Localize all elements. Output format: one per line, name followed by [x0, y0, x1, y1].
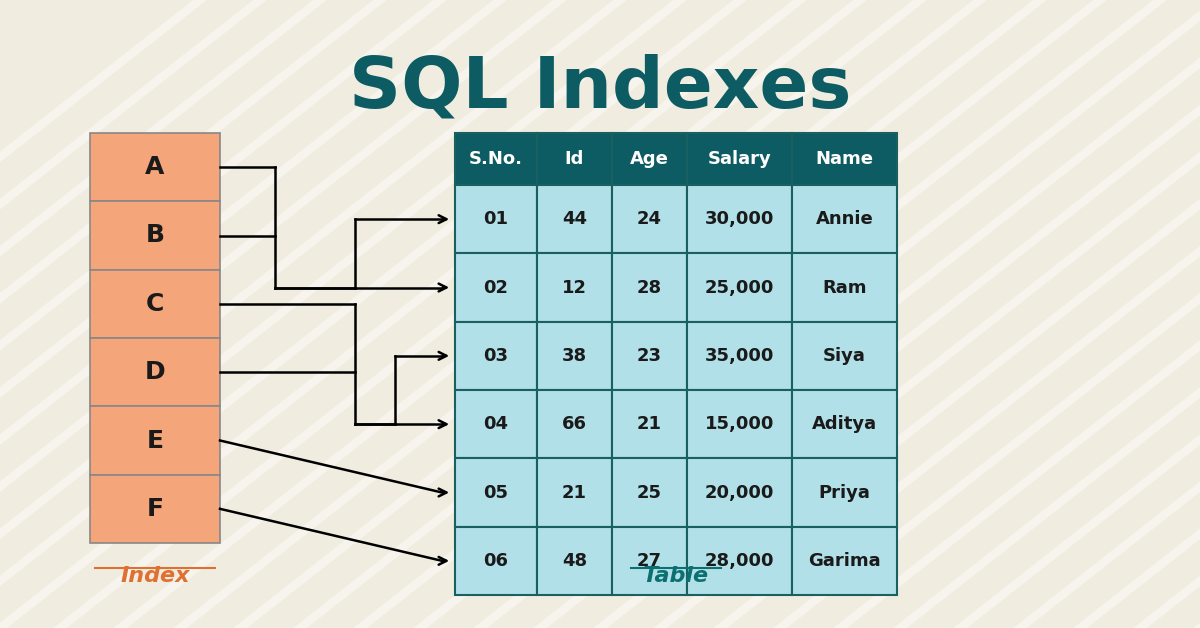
- FancyBboxPatch shape: [792, 133, 898, 185]
- FancyBboxPatch shape: [538, 527, 612, 595]
- Text: Table: Table: [643, 566, 709, 586]
- Text: 05: 05: [484, 484, 509, 502]
- FancyBboxPatch shape: [90, 406, 220, 475]
- Text: 35,000: 35,000: [704, 347, 774, 365]
- FancyBboxPatch shape: [538, 390, 612, 458]
- FancyBboxPatch shape: [612, 133, 686, 185]
- FancyBboxPatch shape: [792, 322, 898, 390]
- Text: 30,000: 30,000: [704, 210, 774, 228]
- Text: 02: 02: [484, 278, 509, 296]
- Text: 48: 48: [562, 552, 587, 570]
- FancyBboxPatch shape: [612, 458, 686, 527]
- Text: 66: 66: [562, 415, 587, 433]
- Text: Index: Index: [120, 566, 190, 586]
- FancyBboxPatch shape: [455, 458, 538, 527]
- Text: 25: 25: [637, 484, 662, 502]
- FancyBboxPatch shape: [612, 253, 686, 322]
- FancyBboxPatch shape: [612, 527, 686, 595]
- Text: 38: 38: [562, 347, 587, 365]
- FancyBboxPatch shape: [90, 475, 220, 543]
- Text: B: B: [145, 224, 164, 247]
- FancyBboxPatch shape: [612, 390, 686, 458]
- Text: 23: 23: [637, 347, 662, 365]
- Text: 27: 27: [637, 552, 662, 570]
- Text: Annie: Annie: [816, 210, 874, 228]
- Text: 12: 12: [562, 278, 587, 296]
- Text: 21: 21: [637, 415, 662, 433]
- FancyBboxPatch shape: [455, 185, 538, 253]
- FancyBboxPatch shape: [90, 133, 220, 202]
- Text: 01: 01: [484, 210, 509, 228]
- FancyBboxPatch shape: [792, 253, 898, 322]
- Text: 04: 04: [484, 415, 509, 433]
- FancyBboxPatch shape: [686, 322, 792, 390]
- Text: 03: 03: [484, 347, 509, 365]
- FancyBboxPatch shape: [538, 133, 612, 185]
- Text: SQL Indexes: SQL Indexes: [349, 53, 851, 122]
- FancyBboxPatch shape: [455, 133, 538, 185]
- Text: Ram: Ram: [822, 278, 866, 296]
- FancyBboxPatch shape: [686, 253, 792, 322]
- FancyBboxPatch shape: [90, 202, 220, 269]
- FancyBboxPatch shape: [455, 253, 538, 322]
- FancyBboxPatch shape: [455, 390, 538, 458]
- Text: Garima: Garima: [808, 552, 881, 570]
- Text: C: C: [146, 292, 164, 316]
- Text: Siya: Siya: [823, 347, 866, 365]
- FancyBboxPatch shape: [90, 269, 220, 338]
- Text: 28: 28: [637, 278, 662, 296]
- Text: 21: 21: [562, 484, 587, 502]
- FancyBboxPatch shape: [792, 527, 898, 595]
- FancyBboxPatch shape: [538, 253, 612, 322]
- Text: 20,000: 20,000: [704, 484, 774, 502]
- FancyBboxPatch shape: [686, 458, 792, 527]
- Text: 25,000: 25,000: [704, 278, 774, 296]
- FancyBboxPatch shape: [90, 338, 220, 406]
- FancyBboxPatch shape: [792, 390, 898, 458]
- FancyBboxPatch shape: [612, 185, 686, 253]
- Text: 28,000: 28,000: [704, 552, 774, 570]
- Text: Name: Name: [816, 150, 874, 168]
- FancyBboxPatch shape: [455, 322, 538, 390]
- Text: Id: Id: [565, 150, 584, 168]
- FancyBboxPatch shape: [686, 185, 792, 253]
- FancyBboxPatch shape: [686, 390, 792, 458]
- FancyBboxPatch shape: [538, 322, 612, 390]
- FancyBboxPatch shape: [792, 458, 898, 527]
- FancyBboxPatch shape: [455, 527, 538, 595]
- Text: E: E: [146, 428, 163, 453]
- FancyBboxPatch shape: [612, 322, 686, 390]
- Text: Priya: Priya: [818, 484, 870, 502]
- Text: S.No.: S.No.: [469, 150, 523, 168]
- Text: A: A: [145, 155, 164, 179]
- FancyBboxPatch shape: [792, 185, 898, 253]
- FancyBboxPatch shape: [538, 185, 612, 253]
- Text: 06: 06: [484, 552, 509, 570]
- Text: Salary: Salary: [708, 150, 772, 168]
- Text: F: F: [146, 497, 163, 521]
- Text: 24: 24: [637, 210, 662, 228]
- Text: 44: 44: [562, 210, 587, 228]
- FancyBboxPatch shape: [538, 458, 612, 527]
- Text: Age: Age: [630, 150, 668, 168]
- Text: Aditya: Aditya: [812, 415, 877, 433]
- Text: D: D: [145, 360, 166, 384]
- FancyBboxPatch shape: [686, 133, 792, 185]
- FancyBboxPatch shape: [686, 527, 792, 595]
- Text: 15,000: 15,000: [704, 415, 774, 433]
